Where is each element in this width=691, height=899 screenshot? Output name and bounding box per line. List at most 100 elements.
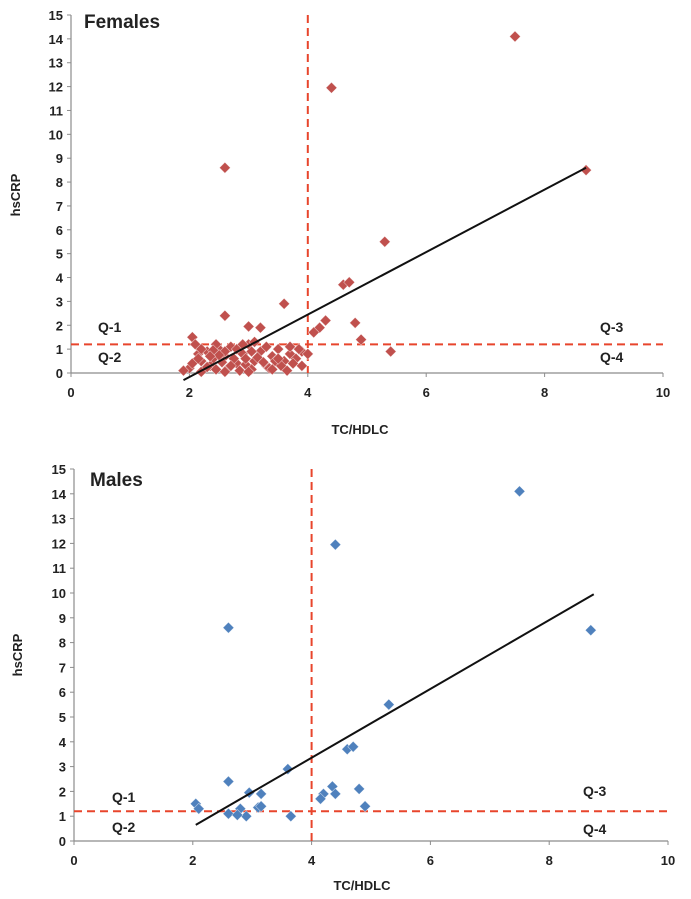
y-tick-label: 15	[49, 8, 63, 23]
data-point	[580, 164, 592, 177]
x-tick-label: 2	[186, 385, 193, 400]
y-tick-label: 2	[59, 784, 66, 799]
data-point	[242, 365, 255, 378]
data-point	[272, 352, 285, 365]
x-tick-label: 0	[70, 853, 77, 868]
data-point	[329, 538, 342, 551]
data-point	[281, 364, 294, 377]
y-tick-label: 9	[56, 151, 63, 166]
data-point	[218, 161, 231, 174]
data-point	[224, 340, 237, 353]
females-panel: Females TC/HDLC hsCRP Q-1 Q-2 Q-3 Q-4 0 1…	[8, 8, 670, 437]
y-tick-label: 3	[56, 294, 63, 309]
data-point	[204, 350, 217, 363]
y-tick-label: 13	[52, 512, 66, 527]
data-point	[257, 356, 270, 369]
data-point	[355, 333, 368, 346]
data-point	[255, 800, 268, 813]
y-tick-label: 1	[59, 809, 66, 824]
y-tick-label: 2	[56, 318, 63, 333]
x-tick-label: 2	[189, 853, 196, 868]
data-point	[325, 81, 338, 94]
chart-title: Females	[84, 12, 160, 33]
quadrant-label-q3: Q-3	[583, 783, 607, 799]
trend-line	[195, 593, 595, 826]
data-point	[513, 485, 526, 498]
x-tick-label: 4	[304, 385, 312, 400]
males-panel: Males TC/HDLC hsCRP Q-1 Q-2 Q-3 Q-4 0123…	[10, 462, 675, 893]
data-point	[384, 345, 397, 358]
y-axis-label: hsCRP	[8, 173, 23, 216]
y-tick-label: 15	[52, 462, 66, 477]
x-axis-label: TC/HDLC	[333, 878, 391, 893]
y-tick-label: 1	[56, 342, 63, 357]
y-tick-label: 12	[52, 536, 66, 551]
data-point	[378, 235, 391, 248]
y-tick-label: 4	[59, 735, 67, 750]
quadrant-label-q2: Q-2	[112, 819, 136, 835]
data-point	[254, 321, 267, 334]
chart-title: Males	[90, 470, 143, 491]
data-point	[222, 775, 235, 788]
data-point	[218, 365, 231, 378]
x-tick-label: 4	[308, 853, 316, 868]
data-point	[218, 309, 231, 322]
y-tick-label: 5	[59, 710, 66, 725]
data-point	[284, 347, 296, 360]
data-point	[278, 297, 291, 310]
data-point	[353, 782, 366, 795]
data-point	[239, 352, 252, 365]
x-tick-label: 10	[661, 853, 675, 868]
y-tick-label: 6	[59, 685, 66, 700]
data-point	[314, 792, 327, 805]
y-tick-label: 10	[52, 586, 66, 601]
y-tick-label: 14	[49, 32, 64, 47]
quadrant-label-q2: Q-2	[98, 349, 122, 365]
data-point	[382, 698, 395, 711]
data-point	[231, 809, 244, 821]
y-tick-label: 11	[52, 561, 66, 576]
x-tick-label: 6	[423, 385, 430, 400]
data-point	[255, 787, 268, 800]
data-point	[192, 802, 205, 815]
data-point	[319, 314, 332, 327]
x-tick-label: 8	[546, 853, 553, 868]
y-tick-label: 10	[49, 127, 63, 142]
x-axis-label: TC/HDLC	[331, 422, 389, 437]
data-point	[301, 347, 314, 360]
quadrant-label-q4: Q-4	[583, 821, 607, 837]
x-tick-label: 8	[541, 385, 548, 400]
y-tick-label: 9	[59, 611, 66, 626]
y-tick-label: 4	[56, 271, 64, 286]
quadrant-label-q1: Q-1	[112, 789, 136, 805]
data-point	[224, 359, 237, 372]
data-point	[242, 320, 255, 333]
y-tick-label: 8	[56, 175, 63, 190]
x-tick-label: 0	[67, 385, 74, 400]
y-tick-label: 14	[52, 487, 67, 502]
y-tick-label: 0	[56, 366, 63, 381]
data-point	[192, 352, 205, 365]
data-point	[281, 763, 294, 776]
x-tick-label: 10	[656, 385, 670, 400]
y-tick-label: 7	[59, 660, 66, 675]
data-point	[222, 621, 235, 634]
y-tick-label: 8	[59, 636, 66, 651]
y-tick-label: 7	[56, 199, 63, 214]
data-point	[584, 624, 597, 637]
data-point	[266, 363, 279, 376]
data-point	[245, 345, 258, 358]
quadrant-label-q3: Q-3	[600, 319, 624, 335]
x-tick-label: 6	[427, 853, 434, 868]
y-tick-label: 6	[56, 223, 63, 238]
data-point	[284, 340, 296, 353]
data-point	[287, 357, 299, 370]
quadrant-label-q1: Q-1	[98, 319, 122, 335]
data-point	[307, 326, 320, 339]
data-point	[343, 276, 356, 289]
data-point	[329, 787, 342, 800]
data-point	[260, 340, 273, 353]
data-point	[509, 30, 521, 43]
data-point	[177, 364, 190, 377]
